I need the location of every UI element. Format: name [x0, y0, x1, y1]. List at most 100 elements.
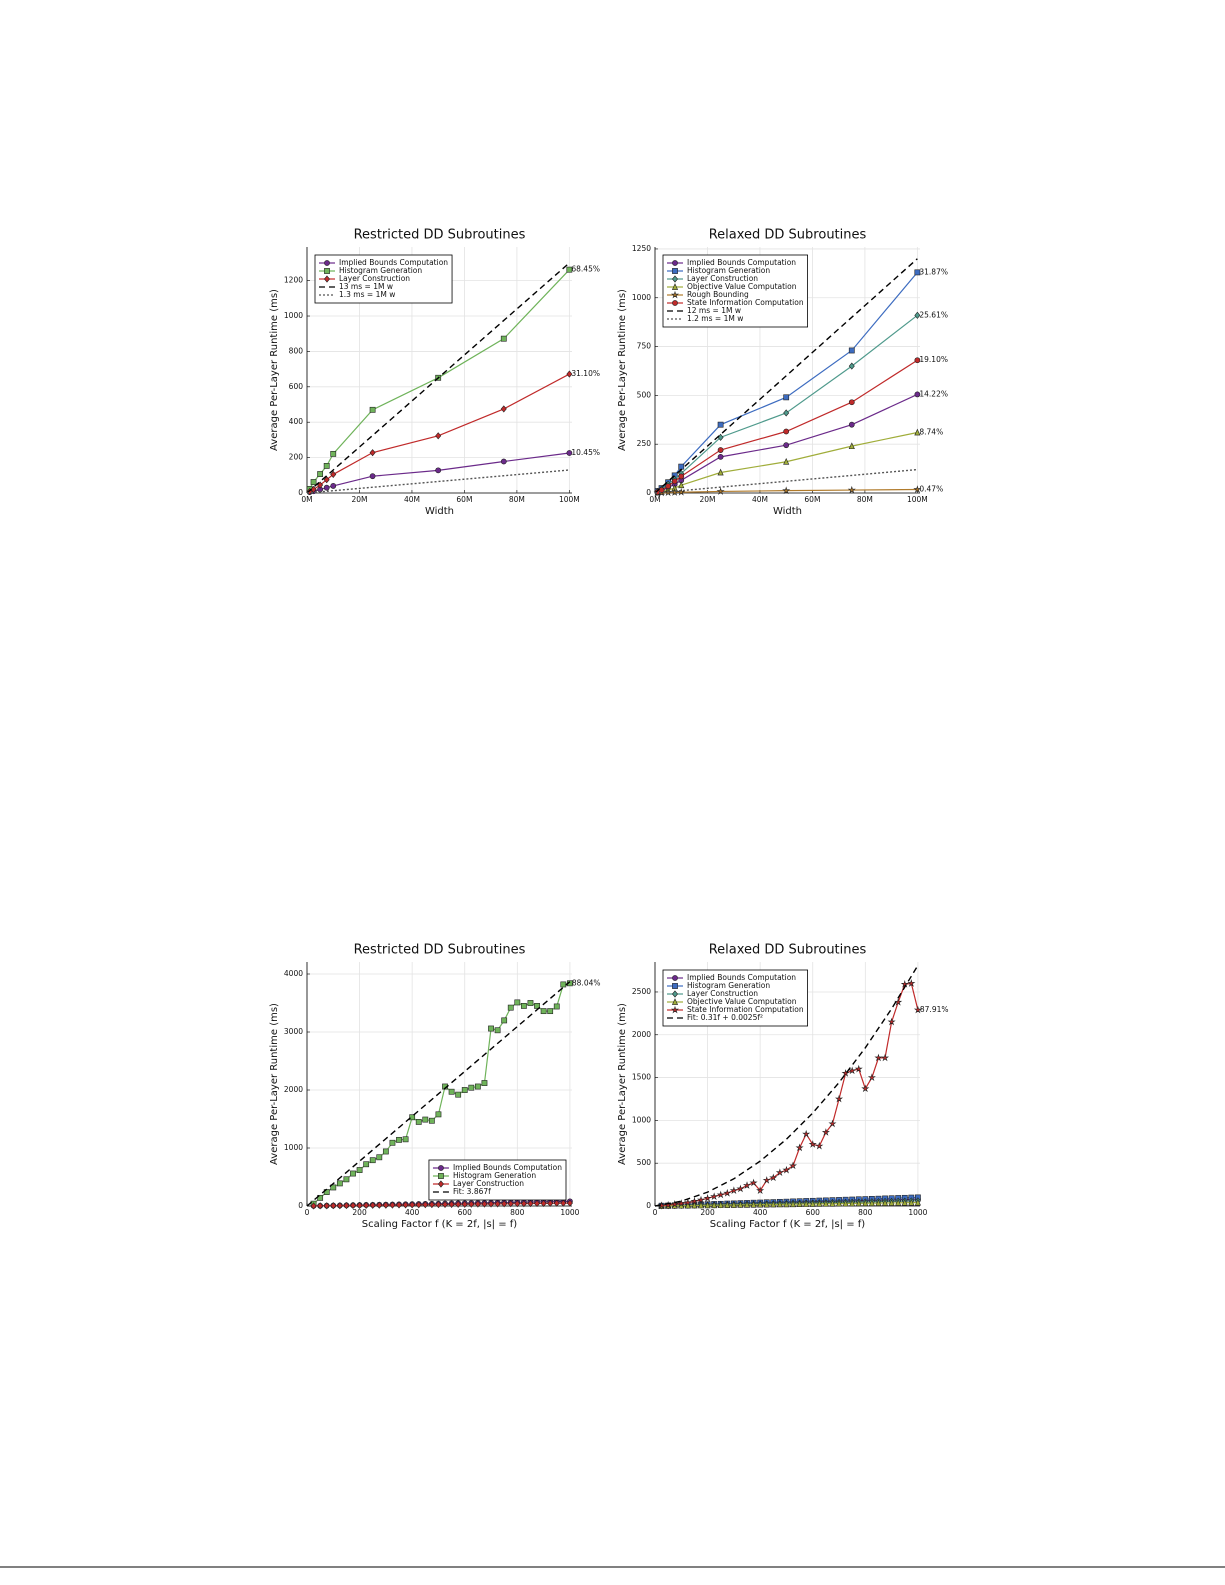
marker	[782, 486, 791, 495]
marker	[848, 399, 855, 406]
marker	[730, 1201, 737, 1208]
marker	[895, 1199, 902, 1206]
marker	[356, 1201, 363, 1209]
y-tick-label: 0	[646, 488, 651, 497]
marker	[670, 1005, 680, 1014]
marker	[716, 487, 725, 495]
end-label: 87.91%	[920, 1005, 949, 1014]
marker	[547, 1199, 554, 1207]
x-tick-label: 60M	[456, 495, 472, 504]
marker	[900, 980, 909, 988]
marker	[881, 1199, 889, 1206]
legend-label: State Information Computation	[687, 1005, 804, 1014]
marker	[763, 1200, 770, 1208]
marker	[670, 290, 680, 299]
marker	[729, 1186, 738, 1195]
end-label: 10.45%	[571, 448, 600, 457]
marker	[547, 1008, 554, 1015]
x-tick-label: 0M	[649, 495, 660, 504]
legend-label: Fit: 0.31f + 0.0025f²	[687, 1013, 763, 1022]
marker	[527, 1000, 534, 1006]
series-line	[306, 469, 570, 494]
marker	[566, 266, 573, 273]
marker	[323, 463, 330, 469]
marker	[914, 1198, 921, 1206]
marker	[455, 1200, 462, 1208]
y-axis-label: Average Per-Layer Runtime (ms)	[617, 1003, 628, 1165]
legend-label: Implied Bounds Computation	[687, 973, 796, 982]
marker	[672, 990, 678, 998]
marker	[474, 1083, 481, 1090]
marker	[330, 1184, 337, 1191]
x-tick-label: 60M	[804, 495, 820, 504]
legend-label: Implied Bounds Computation	[339, 258, 448, 267]
marker	[438, 1165, 444, 1171]
marker	[553, 1199, 560, 1207]
y-tick-label: 500	[637, 390, 652, 399]
legend-label: Implied Bounds Computation	[453, 1163, 562, 1172]
marker	[672, 975, 678, 981]
marker	[704, 1201, 711, 1209]
marker	[435, 1200, 442, 1209]
marker	[789, 1200, 797, 1208]
legend-box	[662, 969, 808, 1027]
marker	[783, 457, 790, 465]
marker	[560, 981, 567, 988]
marker	[710, 1192, 719, 1201]
marker	[684, 1201, 691, 1209]
marker	[494, 1200, 501, 1208]
marker	[874, 1053, 883, 1062]
series-line	[654, 965, 919, 1207]
marker	[842, 1199, 849, 1207]
x-tick-label: 0M	[301, 495, 312, 504]
marker	[848, 421, 855, 428]
y-tick-label: 2500	[632, 987, 651, 996]
x-axis-label: Width	[425, 506, 454, 517]
marker	[821, 1128, 830, 1136]
marker	[828, 1119, 837, 1128]
marker	[861, 1084, 870, 1093]
marker	[914, 357, 921, 364]
series-line	[306, 981, 571, 1207]
marker	[888, 1199, 895, 1206]
marker	[566, 450, 573, 456]
marker	[323, 484, 330, 491]
marker	[703, 1194, 712, 1202]
marker	[756, 1186, 765, 1195]
marker	[783, 442, 790, 449]
marker	[382, 1201, 389, 1209]
legend-label: Objective Value Computation	[687, 997, 797, 1006]
end-label: 88.04%	[572, 978, 601, 987]
marker	[717, 421, 724, 428]
marker	[428, 1117, 435, 1124]
x-tick-label: 400	[405, 1208, 420, 1217]
marker	[672, 983, 678, 989]
y-tick-label: 2000	[632, 1030, 651, 1039]
marker	[914, 428, 921, 436]
series-line	[657, 359, 918, 493]
end-label: 8.74%	[919, 427, 943, 436]
end-label: 31.87%	[919, 267, 948, 276]
marker	[363, 1161, 370, 1168]
marker	[350, 1170, 356, 1177]
marker	[566, 1199, 573, 1207]
marker	[520, 1200, 527, 1208]
marker	[815, 1141, 824, 1150]
legend-label: 13 ms = 1M w	[339, 282, 393, 291]
x-tick-label: 600	[458, 1208, 473, 1217]
marker	[854, 1064, 863, 1073]
legend-label: 12 ms = 1M w	[687, 306, 741, 315]
marker	[560, 1199, 567, 1207]
marker	[317, 1202, 324, 1210]
marker	[448, 1088, 455, 1095]
marker	[803, 1200, 810, 1207]
y-axis-label: Average Per-Layer Runtime (ms)	[269, 1003, 280, 1165]
marker	[438, 1173, 444, 1179]
marker	[678, 463, 685, 470]
marker	[488, 1200, 495, 1208]
marker	[507, 1200, 514, 1208]
legend-label: Layer Construction	[687, 989, 758, 998]
marker	[330, 1202, 337, 1210]
